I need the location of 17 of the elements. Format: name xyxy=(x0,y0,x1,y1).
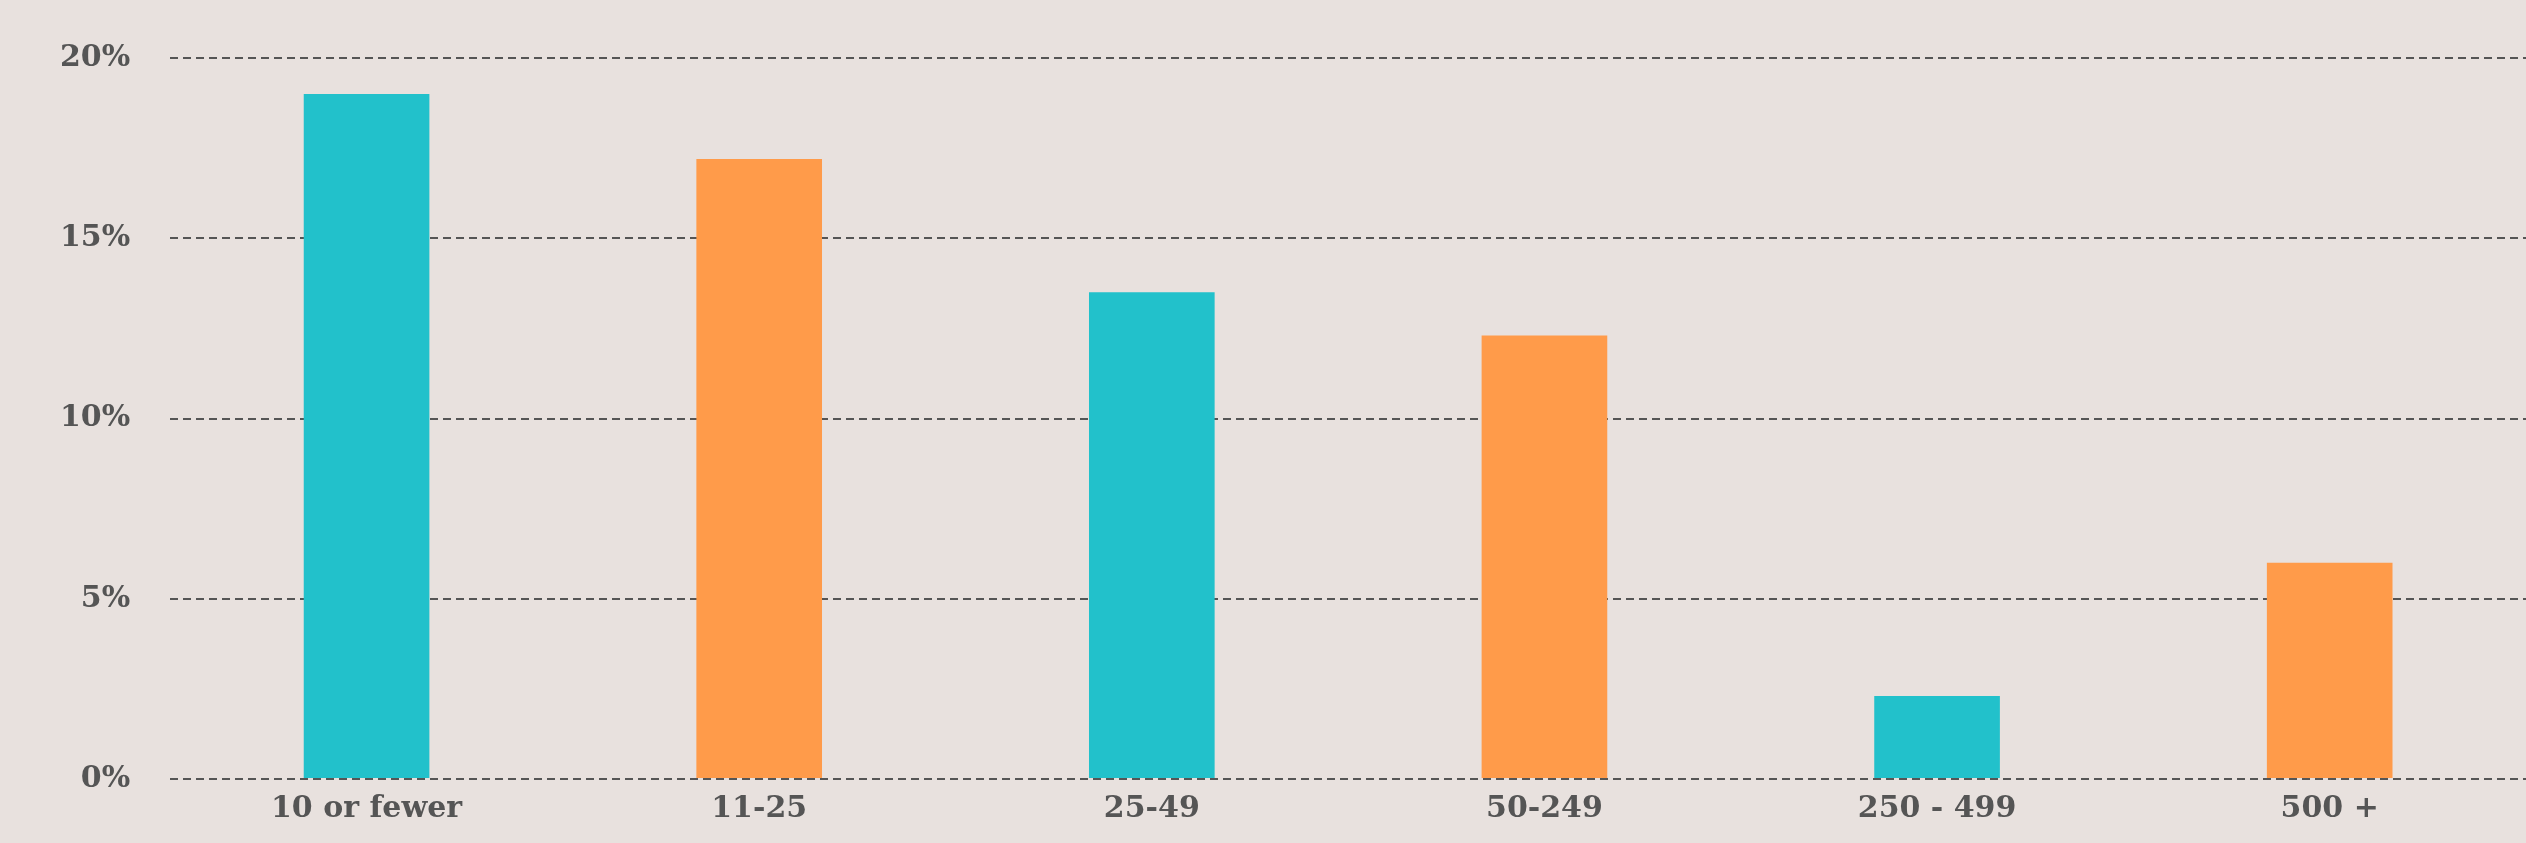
bar xyxy=(1874,696,2000,778)
y-tick-label: 10% xyxy=(59,398,131,434)
bar xyxy=(696,158,823,778)
bar xyxy=(1481,335,1608,778)
y-tick-label: 20% xyxy=(59,37,131,73)
y-tick-label: 15% xyxy=(59,218,131,254)
y-tick-label: 0% xyxy=(80,758,131,794)
x-tick-label: 500 + xyxy=(2280,788,2379,824)
x-tick-label: 11-25 xyxy=(711,788,808,824)
bar xyxy=(2266,562,2393,778)
x-tick-label: 10 or fewer xyxy=(270,788,464,824)
bar xyxy=(1088,292,1215,778)
bar xyxy=(303,94,430,778)
y-tick-label: 5% xyxy=(80,578,131,614)
x-tick-label: 250 - 499 xyxy=(1857,788,2017,824)
x-tick-label: 50-249 xyxy=(1486,788,1603,824)
x-tick-label: 25-49 xyxy=(1103,788,1200,824)
